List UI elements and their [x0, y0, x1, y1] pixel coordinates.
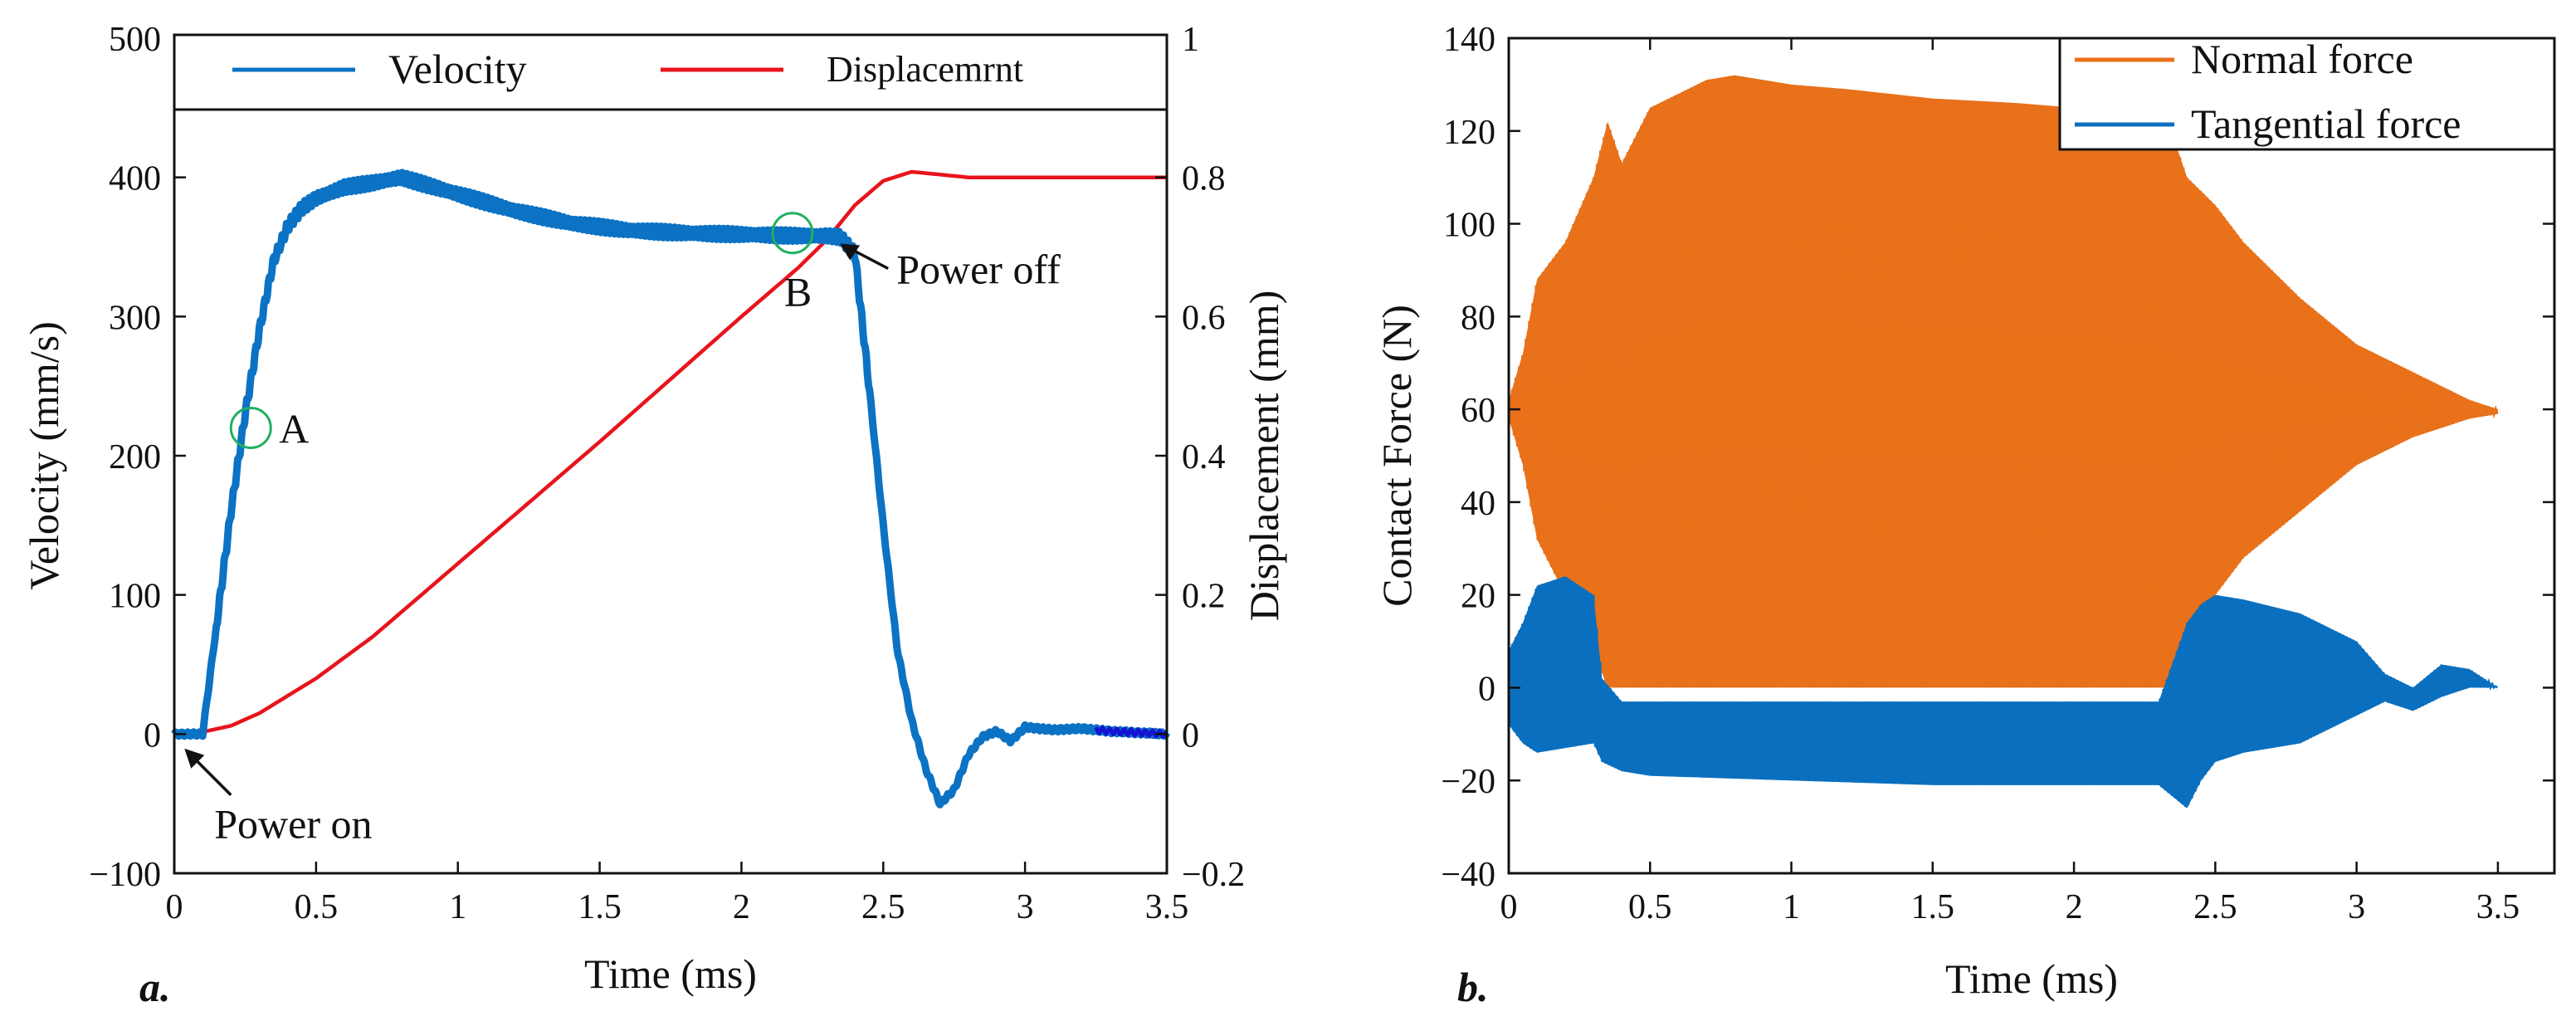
- chart-b-y-tick-label: 140: [1443, 21, 1495, 59]
- chart-a-y-left-tick-label: 400: [109, 160, 161, 198]
- chart-b: 0 0.5 1 1.5 2 2.5 3 3.5 −40 −20 0 20 40 60 80 100 120 140…: [1373, 21, 2556, 1010]
- power-on-arrowhead: [184, 748, 205, 769]
- chart-b-x-tick-label: 1: [1783, 888, 1800, 926]
- chart-b-x-label: Time (ms): [1945, 955, 2118, 1002]
- chart-a-y-left-tick-label: −100: [89, 856, 161, 894]
- power-on-arrow: [193, 757, 232, 796]
- chart-b-y-tick-label: 80: [1461, 299, 1495, 337]
- chart-a-x-tick-label: 0: [166, 888, 183, 926]
- chart-a-y-right-tick-label: 0.6: [1182, 299, 1226, 337]
- chart-b-y-tick-label: 0: [1478, 670, 1495, 708]
- chart-a-ticks: 0 0.5 1 1.5 2 2.5 3 3.5−1000100200300400500−0.2…: [89, 21, 1245, 926]
- chart-b-y-tick-label: 40: [1461, 485, 1495, 523]
- chart-a-x-tick-label: 2: [733, 888, 750, 926]
- chart-a-y-right-tick-label: 0: [1182, 716, 1199, 755]
- power-off-arrowhead: [840, 243, 861, 261]
- chart-a-y-right-tick-label: −0.2: [1182, 856, 1245, 894]
- chart-a: 0 0.5 1 1.5 2 2.5 3 3.5−1000100200300400500−0.2…: [21, 21, 1287, 1010]
- legend-normal-force-label: Normal force: [2191, 36, 2413, 82]
- chart-a-panel-label: a.: [139, 964, 171, 1010]
- chart-b-frame: [1507, 37, 2556, 875]
- series-tangential-force-line: [1507, 577, 2499, 808]
- chart-a-y-left-tick-label: 300: [109, 299, 161, 337]
- chart-a-y-left-tick-label: 200: [109, 438, 161, 476]
- chart-b-panel-label: b.: [1457, 964, 1489, 1010]
- chart-b-x-tick-label: 3.5: [2476, 888, 2520, 926]
- chart-b-x-tick-label: 2.5: [2193, 888, 2237, 926]
- legend-velocity-label: Velocity: [388, 46, 527, 92]
- chart-b-y-tick-label: 20: [1461, 578, 1495, 616]
- chart-a-x-label: Time (ms): [584, 950, 757, 997]
- chart-b-y-tick-label: −40: [1441, 856, 1495, 894]
- marker-B-circle: [771, 212, 814, 255]
- chart-a-y-right-label: Displacement (mm): [1241, 291, 1287, 622]
- chart-b-y-tick-label: 120: [1443, 114, 1495, 152]
- chart-b-y-tick-label: 100: [1443, 207, 1495, 245]
- chart-b-y-tick-label: 60: [1461, 392, 1495, 430]
- chart-a-y-right-tick-label: 0.8: [1182, 160, 1226, 198]
- chart-b-x-tick-label: 0: [1500, 888, 1518, 926]
- annotation-power-off: Power off: [896, 247, 1061, 293]
- chart-a-x-tick-label: 0.5: [295, 888, 339, 926]
- chart-b-legend-box: [2058, 37, 2556, 151]
- chart-b-ticks: 0 0.5 1 1.5 2 2.5 3 3.5 −40 −20 0 20 40 60 80 100 120 140: [1441, 21, 2554, 926]
- chart-b-x-tick-label: 0.5: [1628, 888, 1672, 926]
- power-off-arrow: [851, 247, 890, 271]
- chart-a-y-left-label: Velocity (mm/s): [21, 321, 67, 590]
- chart-b-x-tick-label: 2: [2066, 888, 2083, 926]
- annotation-B: B: [784, 269, 812, 315]
- chart-a-legend-box: [173, 33, 1168, 111]
- series-velocity-tail: [1094, 725, 1168, 740]
- chart-a-y-left-tick-label: 500: [109, 21, 161, 59]
- chart-a-x-tick-label: 1: [449, 888, 466, 926]
- legend-displacement-label: Displacemrnt: [827, 49, 1023, 90]
- chart-b-plot-area: [1507, 75, 2499, 809]
- chart-b-x-tick-label: 3: [2348, 888, 2365, 926]
- chart-b-y-label: Contact Force (N): [1373, 305, 1420, 607]
- chart-a-y-right-tick-label: 0.2: [1182, 578, 1226, 616]
- legend-tangential-force-label: Tangential force: [2191, 100, 2461, 147]
- series-displacement-line: [173, 169, 1167, 736]
- chart-a-y-right-tick-label: 0.4: [1182, 438, 1226, 476]
- annotation-A: A: [279, 405, 309, 452]
- chart-a-y-left-tick-label: 100: [109, 578, 161, 616]
- chart-a-y-left-tick-label: 0: [144, 716, 161, 755]
- chart-a-x-tick-label: 3: [1017, 888, 1034, 926]
- chart-b-y-tick-label: −20: [1441, 763, 1495, 801]
- marker-A-circle: [229, 406, 272, 449]
- series-velocity-line: [171, 169, 1171, 809]
- chart-a-frame: [173, 37, 1168, 875]
- chart-a-x-tick-label: 1.5: [578, 888, 622, 926]
- chart-a-x-tick-label: 2.5: [861, 888, 905, 926]
- chart-a-y-right-tick-label: 1: [1182, 21, 1199, 59]
- chart-b-x-tick-label: 1.5: [1911, 888, 1955, 926]
- annotation-power-on: Power on: [214, 801, 372, 848]
- chart-a-plot-area: [171, 169, 1171, 809]
- series-normal-force-line: [1507, 75, 2499, 688]
- chart-a-x-tick-label: 3.5: [1145, 888, 1189, 926]
